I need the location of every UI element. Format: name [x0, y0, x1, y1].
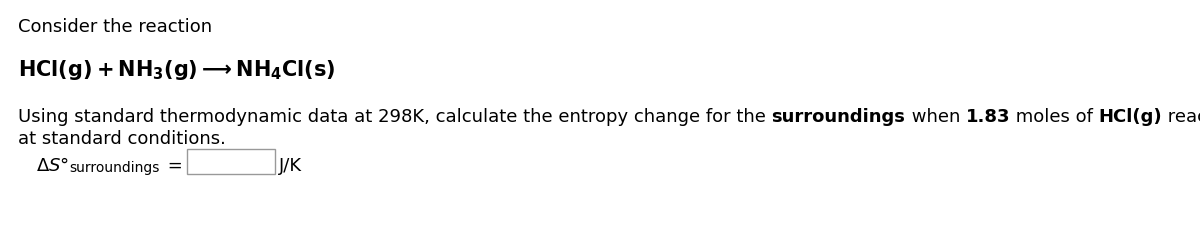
Text: react: react — [1163, 108, 1200, 125]
Text: moles of: moles of — [1010, 108, 1099, 125]
Text: Consider the reaction: Consider the reaction — [18, 18, 212, 36]
Text: when: when — [906, 108, 966, 125]
Text: =: = — [162, 156, 184, 174]
Text: J/K: J/K — [280, 156, 302, 174]
Text: 1.83: 1.83 — [966, 108, 1010, 125]
Text: surroundings: surroundings — [70, 160, 160, 174]
Text: $\Delta S°$: $\Delta S°$ — [36, 156, 70, 174]
Text: at standard conditions.: at standard conditions. — [18, 129, 226, 147]
Text: Using standard thermodynamic data at 298K, calculate the entropy change for the: Using standard thermodynamic data at 298… — [18, 108, 772, 125]
Bar — [187, 149, 275, 174]
Text: HCl(g): HCl(g) — [1099, 108, 1163, 125]
Text: surroundings: surroundings — [772, 108, 906, 125]
Text: $\bf{HCl(g) + NH_3(g){\longrightarrow}NH_4Cl(s)}$: $\bf{HCl(g) + NH_3(g){\longrightarrow}NH… — [18, 58, 336, 82]
